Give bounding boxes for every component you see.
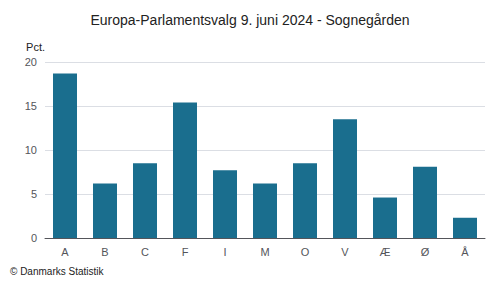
svg-text:B: B bbox=[101, 246, 108, 258]
svg-text:Pct.: Pct. bbox=[26, 41, 45, 53]
svg-text:O: O bbox=[301, 246, 310, 258]
svg-text:V: V bbox=[341, 246, 349, 258]
svg-text:A: A bbox=[61, 246, 69, 258]
svg-text:Å: Å bbox=[461, 246, 469, 258]
svg-text:15: 15 bbox=[25, 100, 37, 112]
svg-text:F: F bbox=[182, 246, 189, 258]
svg-text:C: C bbox=[141, 246, 149, 258]
svg-text:Æ: Æ bbox=[380, 246, 391, 258]
svg-text:I: I bbox=[223, 246, 226, 258]
svg-text:© Danmarks Statistik: © Danmarks Statistik bbox=[10, 266, 105, 277]
svg-text:Ø: Ø bbox=[421, 246, 430, 258]
svg-text:M: M bbox=[260, 246, 269, 258]
svg-text:10: 10 bbox=[25, 144, 37, 156]
svg-text:5: 5 bbox=[31, 188, 37, 200]
svg-text:20: 20 bbox=[25, 56, 37, 68]
svg-text:Europa-Parlamentsvalg 9. juni: Europa-Parlamentsvalg 9. juni 2024 - Sog… bbox=[90, 12, 409, 28]
svg-text:0: 0 bbox=[31, 232, 37, 244]
